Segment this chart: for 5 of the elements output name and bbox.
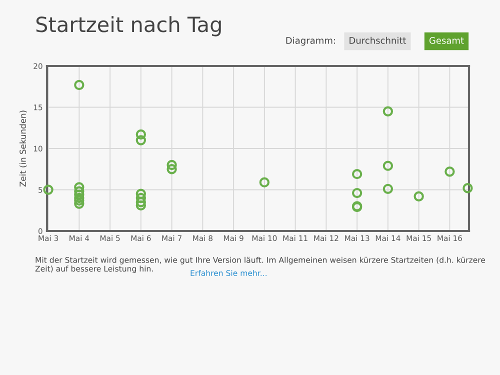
chart-title: Startzeit nach Tag: [36, 16, 221, 36]
text: Diagramm:: [286, 36, 335, 46]
text: Durchschnitt: [350, 36, 406, 44]
y-axis-title: Zeit (in Sekunden): [19, 110, 27, 187]
text: Gesamt: [429, 37, 464, 44]
